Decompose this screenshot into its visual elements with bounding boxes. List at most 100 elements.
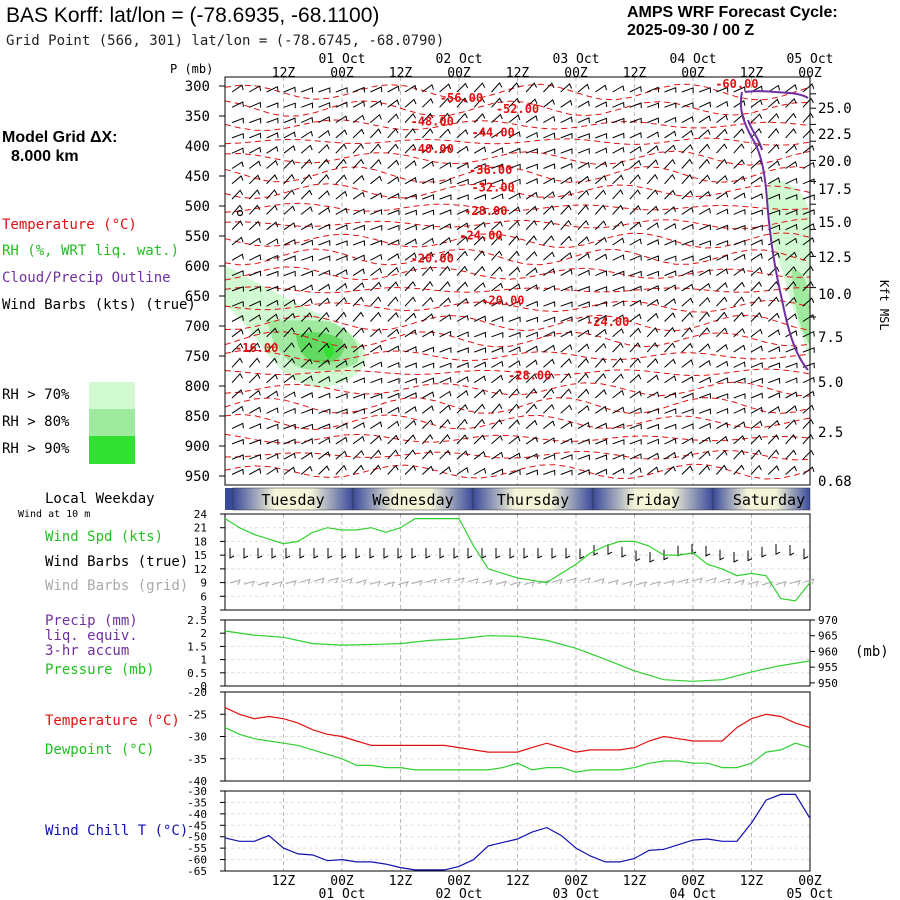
- wind-barb: [560, 176, 573, 185]
- wind-barb: [681, 102, 694, 108]
- wind-barb: [681, 437, 694, 445]
- wind-barb: [404, 193, 417, 200]
- contour-label: -44.00: [471, 125, 514, 139]
- wind-barb: [283, 131, 296, 139]
- wind-barb: [577, 315, 590, 322]
- wind-barb: [387, 392, 400, 399]
- wind-barb: [525, 98, 538, 108]
- wind-barb: [698, 311, 710, 322]
- temperature-contour: [224, 300, 811, 313]
- wind-barb: [231, 189, 244, 200]
- height-tick-label: 17.5: [818, 182, 852, 198]
- wind-barb: [318, 223, 331, 231]
- wind-barb: [629, 285, 642, 292]
- wind-barb: [698, 129, 711, 139]
- grid-wind-barb: [607, 579, 619, 586]
- wind-barb: [508, 114, 521, 123]
- wind-barb: [318, 206, 331, 215]
- wind-barb: [318, 326, 330, 338]
- wind-barb: [664, 270, 677, 277]
- wind-barb: [473, 315, 487, 322]
- wind-barb: [421, 296, 434, 307]
- wind-barb: [508, 220, 520, 231]
- wind-barb: [491, 346, 504, 353]
- wind-barb: [300, 130, 313, 139]
- wind-barb: [421, 265, 434, 276]
- wind-barb: [768, 252, 780, 261]
- wind-barb: [750, 209, 763, 216]
- wind-barb: [491, 130, 504, 139]
- wind-barb: [404, 224, 417, 231]
- wind-barb: [491, 299, 504, 307]
- pressure-tick-label: 550: [185, 229, 210, 245]
- wind-barb: [716, 191, 729, 200]
- wind-barb: [595, 132, 608, 139]
- contour-label: -40.00: [411, 142, 454, 156]
- wind-barb: [560, 268, 573, 277]
- wind-barb: [543, 115, 556, 124]
- pressure-y2-title: (mb): [855, 644, 889, 660]
- wind-barb: [422, 391, 435, 399]
- grid-wind-barb: [439, 577, 451, 584]
- wind-barb: [785, 362, 798, 369]
- wind-barb: [508, 316, 521, 323]
- wind-barb: [491, 193, 504, 200]
- wind-barb: [785, 128, 797, 139]
- wind-barb: [473, 250, 486, 261]
- contour-label: -20.00: [481, 293, 524, 307]
- wind-barb: [767, 312, 780, 322]
- wind-barb: [750, 193, 763, 200]
- wind-barb: [300, 189, 313, 200]
- wind-barb: [768, 329, 781, 338]
- wind-barb: [646, 452, 660, 460]
- wind-barb: [664, 173, 676, 185]
- wind-barb: [664, 326, 676, 338]
- series-line: [224, 630, 811, 682]
- wind-barb: [802, 418, 814, 429]
- wind-barb: [387, 224, 400, 231]
- wind-barb: [439, 112, 451, 123]
- wind-barb: [474, 193, 487, 200]
- wind-barb: [456, 194, 469, 200]
- wind-barb: [767, 266, 780, 276]
- true-wind-barb: [439, 548, 445, 559]
- top-time-label: 12Z: [623, 66, 647, 81]
- wind-barb: [560, 116, 573, 124]
- pressure-tick-label: 900: [185, 439, 210, 455]
- wind-barb: [352, 343, 365, 353]
- height-tick-label: 25.0: [818, 101, 852, 117]
- panel-frame: [224, 691, 811, 782]
- wind-barb: [491, 468, 504, 475]
- top-time-label: 12Z: [389, 66, 413, 81]
- wind-barb: [422, 194, 435, 200]
- wind-barb: [491, 178, 504, 185]
- series-line: [224, 793, 811, 871]
- top-time-label: 00Z: [681, 66, 705, 81]
- wind-barb: [473, 265, 486, 276]
- wind-barb: [456, 347, 469, 354]
- wind-barb: [231, 454, 244, 461]
- wind-barb: [404, 281, 416, 292]
- wind-barb: [491, 163, 504, 170]
- wind-barb: [612, 132, 625, 139]
- wind-barb: [421, 112, 434, 123]
- grid-wind-barb: [411, 579, 423, 586]
- wind-barb: [370, 281, 382, 292]
- wind-barb: [785, 144, 797, 154]
- wind-barb: [595, 84, 607, 93]
- panel3-label-pressure: Pressure (mb): [45, 662, 155, 678]
- wind-barb: [802, 313, 815, 322]
- wind-at-10m-label: Wind at 10 m: [18, 509, 91, 520]
- wind-barb: [335, 327, 347, 338]
- wind-barb: [543, 177, 556, 185]
- wind-barb: [698, 115, 711, 124]
- pressure-tick-label: 400: [185, 139, 210, 155]
- true-wind-barb: [495, 548, 501, 559]
- wind-barb: [231, 328, 244, 338]
- wind-barb: [370, 208, 383, 215]
- wind-barb: [698, 87, 711, 93]
- wind-barb: [473, 403, 486, 414]
- wind-barb: [594, 342, 607, 353]
- wind-barb: [473, 207, 487, 215]
- wind-barb: [560, 148, 573, 155]
